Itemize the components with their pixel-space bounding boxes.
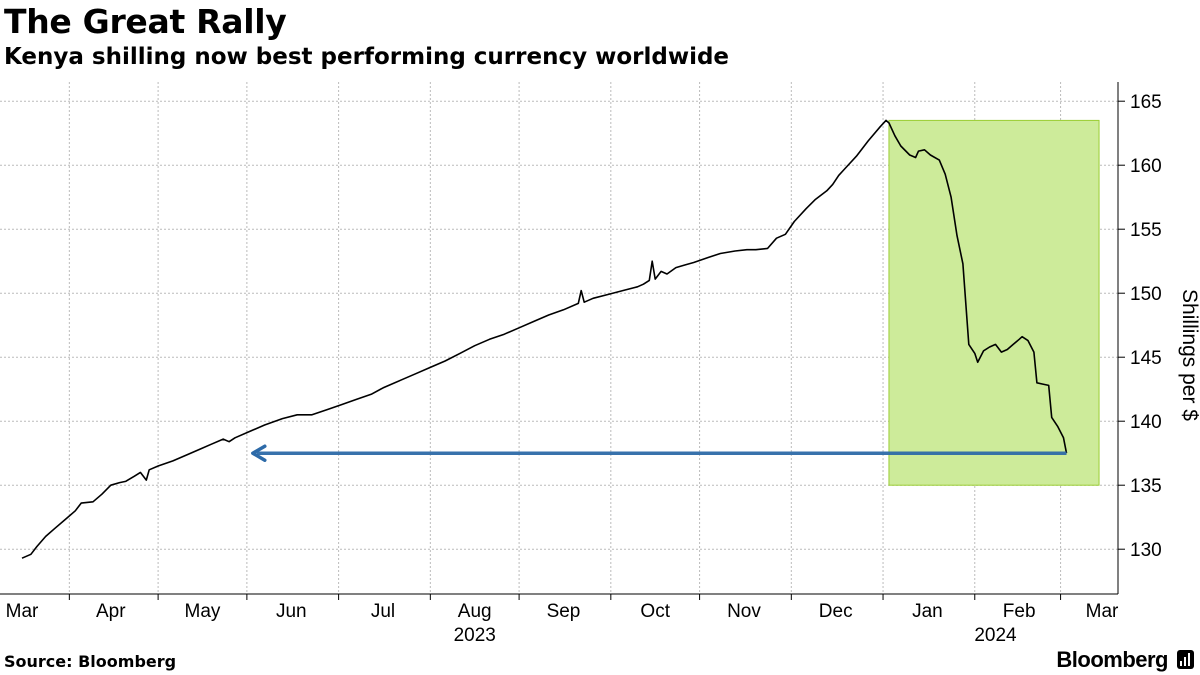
series-line: [21, 119, 1068, 559]
highlight-box: [888, 119, 1100, 486]
brand-logo-text: Bloomberg: [1056, 647, 1168, 672]
series-layer: [21, 119, 1068, 559]
chart-title: The Great Rally: [4, 2, 287, 41]
x-tick-label: Apr: [96, 601, 126, 622]
chart-subtitle: Kenya shilling now best performing curre…: [4, 44, 730, 70]
x-tick-label: Dec: [819, 601, 853, 622]
x-tick-label: Oct: [640, 601, 670, 622]
x-tick-label: Mar: [6, 601, 39, 622]
y-axis-label: Shillings per $: [1178, 289, 1200, 421]
arrow-head: [251, 444, 267, 462]
y-tick-label: 150: [1130, 284, 1162, 305]
y-tick-label: 130: [1130, 540, 1162, 561]
highlight-layer: [888, 119, 1100, 486]
x-tick-label: Feb: [1003, 601, 1036, 622]
x-year-label: 2023: [454, 625, 496, 646]
x-tick-label: May: [185, 601, 221, 622]
y-tick-label: 140: [1130, 412, 1162, 433]
x-tick-label: Sep: [547, 601, 581, 622]
x-year-label: 2024: [974, 625, 1017, 646]
x-tick-label: Jan: [912, 601, 943, 622]
y-tick-label: 145: [1130, 348, 1162, 369]
x-tick-label: Nov: [727, 601, 761, 622]
y-tick-label: 160: [1130, 156, 1162, 177]
axes: 130 135 140 145 150 155 160 165 Mar Apr May Jun Jul A…: [0, 82, 1162, 646]
x-tick-label: Aug: [458, 601, 492, 622]
source-note: Source: Bloomberg: [4, 652, 177, 671]
x-tick-label: Jul: [371, 601, 395, 622]
y-tick-label: 135: [1130, 476, 1162, 497]
x-tick-label: Mar: [1086, 601, 1119, 622]
bloomberg-terminal-icon: [1177, 650, 1194, 669]
y-tick-label: 165: [1130, 92, 1162, 113]
y-tick-label: 155: [1130, 220, 1162, 241]
x-tick-label: Jun: [276, 601, 307, 622]
arrow-layer: [251, 444, 1067, 462]
